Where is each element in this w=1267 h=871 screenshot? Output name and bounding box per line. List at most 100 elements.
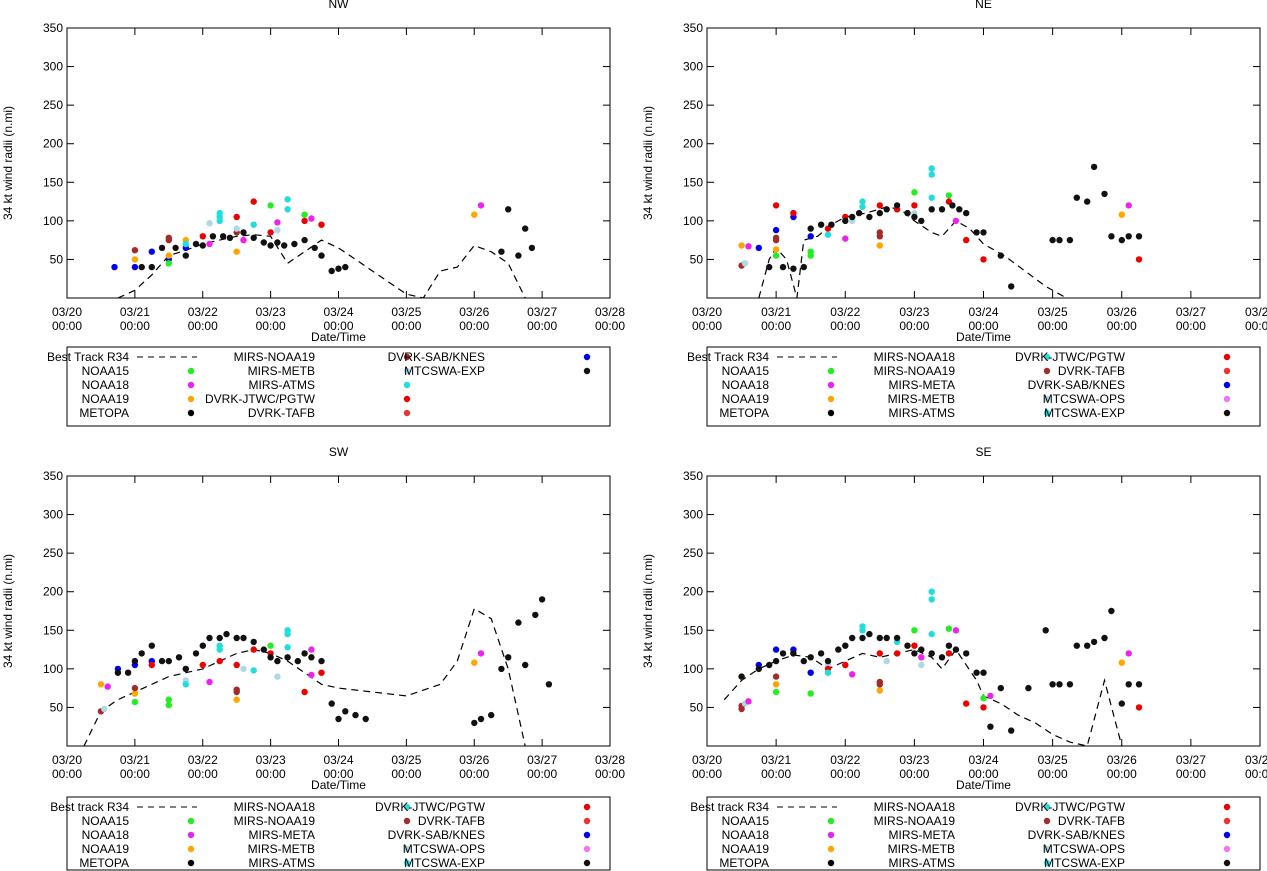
- point-mirs-noaa19: [772, 673, 780, 680]
- x-tick-label-time: 00:00: [527, 319, 557, 333]
- point-mtcswa-exp: [949, 202, 956, 209]
- point-noaa18: [745, 698, 752, 705]
- legend-label: MIRS-METB: [888, 392, 955, 406]
- x-tick-label-time: 00:00: [1107, 319, 1137, 333]
- point-mtcswa-exp: [893, 202, 901, 209]
- point-dvrk-jtwc-pgtw: [1135, 256, 1143, 263]
- point-mtcswa-exp: [1135, 681, 1143, 688]
- point-noaa15: [772, 252, 780, 259]
- point-mtcswa-exp: [1125, 681, 1132, 688]
- x-tick-label-date: 03/26: [1107, 753, 1137, 767]
- point-mtcswa-exp: [192, 650, 200, 657]
- point-mirs-atms: [216, 217, 223, 225]
- legend-label: MIRS-NOAA18: [234, 800, 316, 814]
- point-dvrk-jtwc-pgtw: [301, 688, 308, 696]
- point-mirs-atms: [216, 646, 223, 653]
- point-mtcswa-exp: [1135, 233, 1143, 240]
- legend-label: Best Track R34: [47, 350, 129, 364]
- legend-dot-marker: [187, 845, 195, 853]
- point-mtcswa-exp: [138, 650, 145, 657]
- point-mtcswa-exp: [928, 206, 935, 213]
- legend-label: MIRS-METB: [248, 364, 315, 378]
- legend-label: MIRS-NOAA18: [874, 350, 956, 364]
- x-tick-label-time: 00:00: [761, 767, 791, 781]
- point-mirs-atms: [928, 171, 935, 178]
- point-noaa15: [980, 695, 987, 702]
- point-dvrk-jtwc-pgtw: [842, 661, 849, 669]
- legend-dot-marker: [1223, 353, 1231, 361]
- x-tick-label-time: 00:00: [830, 319, 860, 333]
- legend-label: NOAA18: [82, 828, 130, 842]
- legend-dot-marker: [827, 367, 835, 375]
- point-mtcswa-exp: [1056, 681, 1063, 688]
- point-mtcswa-exp: [807, 225, 814, 232]
- point-mtcswa-exp: [842, 217, 849, 225]
- x-tick-label-date: 03/24: [968, 753, 998, 767]
- point-mtcswa-exp: [498, 665, 505, 673]
- point-mtcswa-exp: [352, 711, 359, 719]
- point-mirs-metb: [206, 220, 213, 227]
- point-mirs-atms: [284, 206, 291, 213]
- point-mirs-atms: [859, 203, 866, 211]
- point-noaa18: [308, 215, 315, 222]
- x-tick-label-time: 00:00: [52, 319, 82, 333]
- point-dvrk-sab-knes: [807, 233, 814, 240]
- legend-dot-marker: [583, 831, 591, 839]
- point-dvrk-jtwc-pgtw: [199, 233, 206, 240]
- point-mirs-metb: [274, 673, 281, 680]
- x-axis-label: Date/Time: [956, 330, 1011, 344]
- x-tick-label-time: 00:00: [1038, 767, 1068, 781]
- x-tick-label-time: 00:00: [899, 767, 929, 781]
- x-tick-label-date: 03/28: [595, 753, 625, 767]
- point-dvrk-jtwc-pgtw: [1135, 704, 1143, 711]
- point-dvrk-jtwc-pgtw: [876, 202, 883, 209]
- point-mtcswa-exp: [138, 263, 145, 271]
- point-noaa19: [772, 681, 780, 688]
- point-mirs-metb: [741, 260, 749, 267]
- x-tick-label-date: 03/21: [761, 305, 791, 319]
- point-mtcswa-exp: [522, 661, 529, 669]
- legend-dot-marker: [1043, 395, 1051, 403]
- point-dvrk-jtwc-pgtw: [233, 661, 240, 669]
- point-mtcswa-exp: [928, 650, 935, 657]
- point-mtcswa-exp: [766, 263, 773, 271]
- x-tick-label-time: 00:00: [830, 767, 860, 781]
- point-mtcswa-exp: [828, 221, 835, 228]
- legend-label: MTCSWA-OPS: [403, 842, 485, 856]
- point-mtcswa-exp: [790, 650, 797, 657]
- legend-dot-marker: [1043, 367, 1051, 375]
- point-dvrk-jtwc-pgtw: [772, 202, 780, 209]
- y-tick-label: 350: [43, 21, 63, 35]
- point-mtcswa-exp: [824, 657, 832, 665]
- point-mtcswa-exp: [980, 669, 987, 676]
- x-tick-label-date: 03/25: [391, 753, 421, 767]
- chart-panel-sw: SW5010015020025030035003/2000:0003/2100:…: [1, 445, 625, 871]
- point-mtcswa-exp: [294, 657, 301, 665]
- legend-dot-marker: [1223, 817, 1231, 825]
- x-tick-label-date: 03/20: [52, 305, 82, 319]
- point-mtcswa-exp: [522, 225, 529, 232]
- legend-dot-marker: [827, 817, 835, 825]
- legend-dot-marker: [403, 409, 411, 417]
- point-noaa19: [97, 681, 105, 688]
- x-tick-label-date: 03/21: [120, 305, 150, 319]
- point-mtcswa-exp: [182, 665, 189, 673]
- x-tick-label-time: 00:00: [391, 319, 421, 333]
- point-mirs-metb: [918, 661, 925, 669]
- point-mtcswa-exp: [956, 206, 963, 213]
- point-mtcswa-exp: [779, 263, 787, 271]
- x-tick-label-date: 03/25: [391, 305, 421, 319]
- x-tick-label-time: 00:00: [1107, 767, 1137, 781]
- point-mtcswa-exp: [209, 233, 217, 240]
- point-mtcswa-exp: [790, 265, 797, 272]
- legend-label: NOAA19: [722, 392, 770, 406]
- x-tick-label-date: 03/20: [692, 753, 722, 767]
- x-tick-label-time: 00:00: [1038, 319, 1068, 333]
- legend-label: Best Track R34: [687, 350, 769, 364]
- point-mtcswa-exp: [498, 248, 505, 255]
- point-mtcswa-exp: [267, 654, 274, 661]
- point-mirs-metb: [883, 657, 890, 665]
- legend-box: [706, 346, 1261, 427]
- point-mtcswa-exp: [1118, 700, 1126, 707]
